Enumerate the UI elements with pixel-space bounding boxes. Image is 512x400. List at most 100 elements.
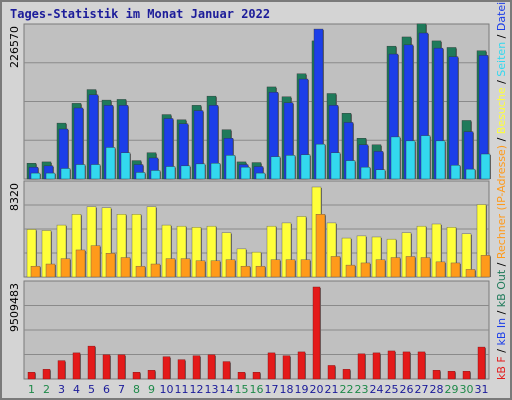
day-label-2: 2 xyxy=(43,383,50,396)
day-label-20: 20 xyxy=(310,383,324,396)
bar-rechner-ip-adresse--day-12 xyxy=(195,260,206,278)
day-label-28: 28 xyxy=(430,383,444,396)
bar-rechner-ip-adresse--day-7 xyxy=(120,257,131,278)
bar-kb-f-day-18 xyxy=(282,355,291,380)
bar-rechner-ip-adresse--day-15 xyxy=(240,265,251,278)
bar-kb-f-day-15 xyxy=(237,372,246,380)
bar-kb-f-day-27 xyxy=(417,351,426,380)
bar-seiten-day-24 xyxy=(375,169,386,180)
day-label-27: 27 xyxy=(415,383,429,396)
day-label-23: 23 xyxy=(355,383,369,396)
panel-3-ymax-label: 9509483 xyxy=(8,283,21,332)
day-label-29: 29 xyxy=(445,383,459,396)
day-label-9: 9 xyxy=(148,383,155,396)
bar-kb-f-day-2 xyxy=(42,369,51,380)
bar-kb-f-day-5 xyxy=(87,345,96,380)
bar-seiten-day-29 xyxy=(450,164,461,180)
bar-kb-f-day-25 xyxy=(387,350,396,380)
bar-kb-f-day-6 xyxy=(102,354,111,380)
legend-entry-7: / xyxy=(495,134,508,145)
bar-rechner-ip-adresse--day-21 xyxy=(330,256,341,278)
bar-rechner-ip-adresse--day-26 xyxy=(405,256,416,278)
bar-rechner-ip-adresse--day-1 xyxy=(30,265,41,278)
bar-rechner-ip-adresse--day-18 xyxy=(285,259,296,278)
day-label-25: 25 xyxy=(385,383,399,396)
panel-2-ymax-label: 8320 xyxy=(8,183,21,211)
bar-kb-f-day-20 xyxy=(312,286,321,380)
bar-kb-f-day-7 xyxy=(117,354,126,380)
bar-seiten-day-11 xyxy=(180,165,191,180)
legend-entry-8: Besuche xyxy=(495,87,508,134)
bar-rechner-ip-adresse--day-16 xyxy=(255,265,266,278)
bar-kb-f-day-23 xyxy=(357,353,366,380)
day-label-31: 31 xyxy=(475,383,489,396)
bar-seiten-day-27 xyxy=(420,135,431,180)
bar-rechner-ip-adresse--day-10 xyxy=(165,258,176,278)
bar-kb-f-day-14 xyxy=(222,361,231,380)
bar-seiten-day-9 xyxy=(150,170,161,180)
bar-rechner-ip-adresse--day-23 xyxy=(360,262,371,278)
bar-kb-f-day-29 xyxy=(447,371,456,380)
day-label-24: 24 xyxy=(370,383,384,396)
bar-kb-f-day-19 xyxy=(297,351,306,380)
bar-seiten-day-22 xyxy=(345,160,356,180)
bar-rechner-ip-adresse--day-4 xyxy=(75,249,86,278)
bar-dateien-day-29 xyxy=(448,56,459,180)
bar-kb-f-day-22 xyxy=(342,369,351,380)
legend-entry-2: kB In xyxy=(495,318,508,346)
bar-kb-f-day-12 xyxy=(192,355,201,380)
bar-rechner-ip-adresse--day-24 xyxy=(375,259,386,278)
bar-rechner-ip-adresse--day-20 xyxy=(315,214,326,278)
bar-seiten-day-7 xyxy=(120,152,131,180)
day-label-6: 6 xyxy=(103,383,110,396)
bar-seiten-day-8 xyxy=(135,172,146,180)
bar-rechner-ip-adresse--day-19 xyxy=(300,259,311,278)
bar-rechner-ip-adresse--day-5 xyxy=(90,245,101,278)
day-label-12: 12 xyxy=(190,383,204,396)
bar-rechner-ip-adresse--day-8 xyxy=(135,265,146,278)
day-label-21: 21 xyxy=(325,383,339,396)
bar-seiten-day-4 xyxy=(75,164,86,180)
legend-entry-6: Rechner (IP-Adresse) xyxy=(495,145,508,259)
bar-rechner-ip-adresse--day-3 xyxy=(60,258,71,278)
bar-seiten-day-5 xyxy=(90,164,101,180)
bar-kb-f-day-26 xyxy=(402,351,411,380)
bar-rechner-ip-adresse--day-17 xyxy=(270,259,281,278)
bar-seiten-day-2 xyxy=(45,172,56,180)
bar-seiten-day-14 xyxy=(225,155,236,180)
day-label-4: 4 xyxy=(73,383,80,396)
day-label-10: 10 xyxy=(160,383,174,396)
bar-kb-f-day-4 xyxy=(72,352,81,380)
bar-rechner-ip-adresse--day-13 xyxy=(210,260,221,278)
bar-seiten-day-15 xyxy=(240,166,251,180)
day-label-8: 8 xyxy=(133,383,140,396)
bar-kb-f-day-31 xyxy=(477,346,486,380)
bar-seiten-day-25 xyxy=(390,136,401,180)
bar-seiten-day-23 xyxy=(360,166,371,180)
day-label-15: 15 xyxy=(235,383,249,396)
day-label-13: 13 xyxy=(205,383,219,396)
day-label-26: 26 xyxy=(400,383,414,396)
day-label-11: 11 xyxy=(175,383,189,396)
bar-rechner-ip-adresse--day-29 xyxy=(450,262,461,278)
day-label-7: 7 xyxy=(118,383,125,396)
bar-seiten-day-12 xyxy=(195,163,206,180)
bar-kb-f-day-13 xyxy=(207,354,216,380)
bar-seiten-day-19 xyxy=(300,154,311,180)
bar-seiten-day-30 xyxy=(465,168,476,180)
bar-seiten-day-31 xyxy=(480,153,491,180)
bar-kb-f-day-30 xyxy=(462,371,471,380)
legend-entry-1: / xyxy=(495,346,508,357)
bar-kb-f-day-10 xyxy=(162,356,171,380)
bar-seiten-day-13 xyxy=(210,163,221,180)
bar-seiten-day-20 xyxy=(315,143,326,180)
day-label-3: 3 xyxy=(58,383,65,396)
day-label-1: 1 xyxy=(28,383,35,396)
chart-title: Tages-Statistik im Monat Januar 2022 xyxy=(10,7,271,21)
bar-kb-f-day-24 xyxy=(372,352,381,380)
legend-entry-11: / xyxy=(495,31,508,42)
day-label-22: 22 xyxy=(340,383,354,396)
bar-kb-f-day-11 xyxy=(177,359,186,380)
